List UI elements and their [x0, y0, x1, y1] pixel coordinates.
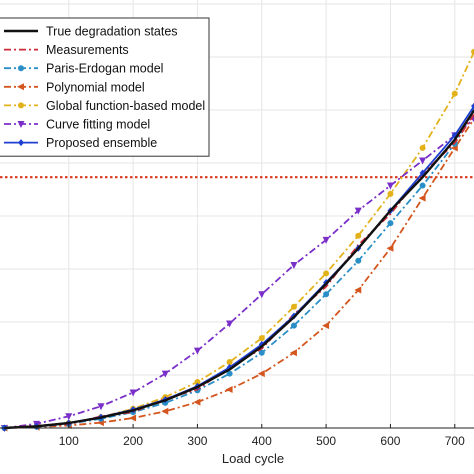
x-tick-label-400: 400 — [252, 434, 272, 448]
point-polynomial-model — [225, 386, 233, 394]
x-axis-label: Load cycle — [222, 451, 284, 466]
point-global-function-based-model — [451, 90, 458, 97]
axes: 100 200 300 400 500 600 700 — [0, 424, 474, 448]
series-line-curve-fitting-model — [4, 118, 474, 429]
point-curve-fitting-model — [161, 370, 169, 378]
legend-label-polynomial-model: Polynomial model — [46, 80, 145, 94]
x-tick-label-700: 700 — [445, 434, 465, 448]
series-true-degradation-states — [4, 109, 474, 430]
point-proposed-ensemble — [471, 102, 474, 110]
point-polynomial-model — [354, 286, 362, 294]
point-global-function-based-model — [258, 335, 265, 342]
point-paris-erdogan-model — [419, 182, 426, 189]
legend-item-measurements: Measurements — [4, 43, 129, 57]
point-curve-fitting-model — [65, 413, 73, 421]
series-line-true-degradation-states — [4, 109, 474, 430]
point-curve-fitting-model — [322, 236, 330, 244]
point-curve-fitting-model — [97, 403, 105, 411]
point-curve-fitting-model — [129, 389, 137, 397]
legend-item-curve-fitting-model: Curve fitting model — [4, 118, 150, 132]
legend-label-curve-fitting-model: Curve fitting model — [46, 118, 150, 132]
point-curve-fitting-model — [226, 320, 234, 328]
point-global-function-based-model — [194, 379, 201, 386]
point-polynomial-model — [193, 398, 201, 406]
point-curve-fitting-model — [354, 207, 362, 215]
point-polynomial-model — [322, 322, 330, 330]
legend-item-global-function-based-model: Global function-based model — [4, 99, 205, 113]
point-polynomial-model — [257, 370, 265, 378]
legend-item-true-degradation-states: True degradation states — [4, 25, 178, 39]
legend-marker-polynomial-model — [17, 83, 24, 91]
point-paris-erdogan-model — [258, 349, 265, 356]
point-paris-erdogan-model — [290, 322, 297, 329]
point-curve-fitting-model — [290, 261, 298, 269]
point-global-function-based-model — [471, 48, 474, 55]
point-global-function-based-model — [290, 303, 297, 310]
legend-label-global-function-based-model: Global function-based model — [46, 99, 205, 113]
legend: True degradation states Measurements Paris… — [0, 17, 210, 157]
legend-marker-global-function-based-model — [18, 102, 24, 109]
legend-box — [0, 17, 210, 157]
legend-item-proposed-ensemble: Proposed ensemble — [4, 136, 157, 150]
point-paris-erdogan-model — [323, 291, 330, 298]
series-line-polynomial-model — [4, 118, 474, 429]
point-global-function-based-model — [387, 190, 394, 197]
legend-label-true-degradation-states: True degradation states — [46, 25, 178, 39]
legend-item-polynomial-model: Polynomial model — [4, 80, 145, 94]
x-tick-label-500: 500 — [316, 434, 336, 448]
point-curve-fitting-model — [258, 291, 266, 299]
point-global-function-based-model — [419, 144, 426, 151]
point-polynomial-model — [289, 349, 297, 357]
point-global-function-based-model — [226, 358, 233, 365]
point-polynomial-model — [418, 194, 426, 202]
legend-label-proposed-ensemble: Proposed ensemble — [46, 136, 157, 150]
x-tick-label-100: 100 — [59, 434, 79, 448]
legend-marker-paris-erdogan-model — [18, 65, 24, 72]
x-tick-label-600: 600 — [380, 434, 400, 448]
point-paris-erdogan-model — [387, 220, 394, 227]
point-polynomial-model — [129, 414, 137, 422]
point-polynomial-model — [386, 244, 394, 252]
legend-label-measurements: Measurements — [46, 43, 129, 57]
point-curve-fitting-model — [386, 182, 394, 190]
point-global-function-based-model — [355, 232, 362, 239]
legend-marker-proposed-ensemble — [18, 139, 24, 147]
point-paris-erdogan-model — [355, 257, 362, 264]
point-polynomial-model — [161, 407, 169, 415]
point-curve-fitting-model — [419, 157, 427, 165]
x-tick-label-200: 200 — [123, 434, 143, 448]
legend-item-paris-erdogan-model: Paris-Erdogan model — [4, 62, 163, 76]
legend-marker-curve-fitting-model — [17, 121, 25, 128]
point-paris-erdogan-model — [226, 370, 233, 377]
legend-label-paris-erdogan-model: Paris-Erdogan model — [46, 62, 163, 76]
series-group — [0, 48, 474, 432]
point-curve-fitting-model — [193, 347, 201, 355]
point-global-function-based-model — [323, 270, 330, 277]
x-tick-label-300: 300 — [187, 434, 207, 448]
